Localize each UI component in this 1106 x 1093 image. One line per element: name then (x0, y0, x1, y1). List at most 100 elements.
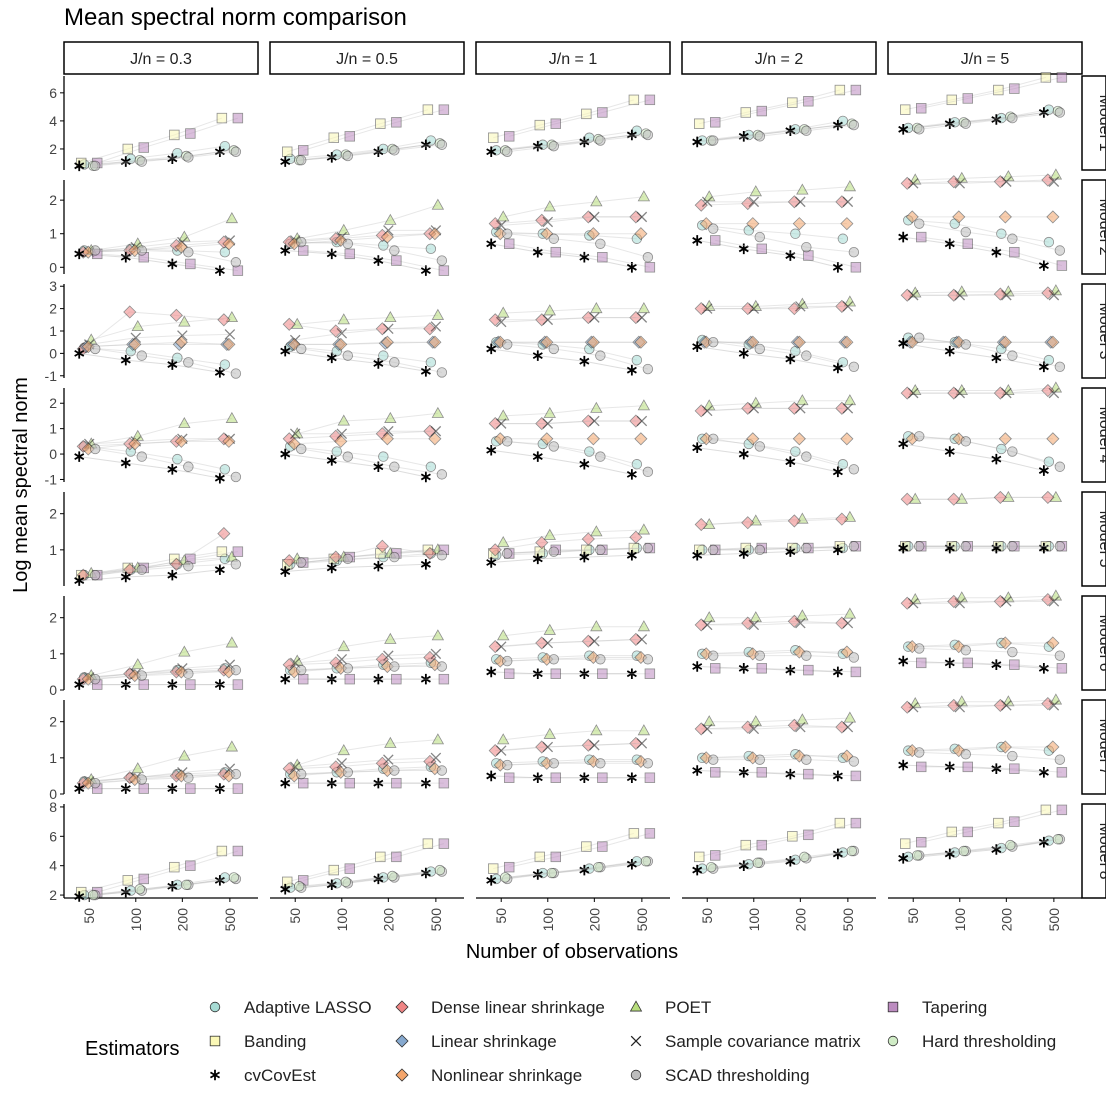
series-line (97, 117, 239, 164)
data-point (504, 861, 515, 873)
data-point (282, 876, 293, 888)
series-line (301, 770, 442, 775)
series-line (84, 145, 225, 165)
data-point (795, 617, 806, 629)
data-point (438, 104, 450, 115)
data-point (389, 551, 400, 563)
series-line (907, 599, 1048, 604)
data-point (748, 403, 760, 414)
data-point (384, 411, 397, 423)
data-point (1046, 636, 1060, 650)
data-point (336, 654, 348, 665)
data-point (167, 783, 178, 794)
x-tick-label: 200 (586, 908, 602, 932)
series-line (496, 547, 637, 556)
data-point (748, 196, 760, 208)
data-point (954, 701, 966, 713)
data-point (579, 136, 590, 148)
data-point (384, 310, 397, 323)
data-point (326, 562, 337, 574)
data-point (579, 864, 590, 876)
data-point (74, 348, 85, 359)
row-strip: Model 1 (1081, 75, 1106, 171)
data-point (178, 749, 191, 761)
series-line (919, 435, 1061, 468)
series-line (903, 660, 1044, 669)
data-point (169, 861, 180, 873)
series-line (706, 651, 847, 655)
data-point (581, 544, 592, 556)
data-point (1056, 804, 1068, 816)
series-line (699, 822, 841, 858)
data-point (548, 546, 559, 557)
y-tick-label: 2 (49, 192, 57, 208)
data-point (219, 140, 231, 152)
series-line (290, 662, 431, 671)
data-point (1041, 593, 1055, 607)
row-strip-label: Model 1 (1096, 95, 1106, 152)
data-point (532, 772, 543, 784)
series-line (907, 292, 1048, 296)
series-line (905, 809, 1047, 845)
series-line (921, 809, 1062, 843)
data-point (344, 673, 355, 685)
data-point (749, 611, 762, 623)
series-line (921, 662, 1062, 669)
row-strip: Model 8 (1081, 803, 1106, 899)
series-line (715, 771, 856, 777)
series-line (503, 626, 644, 637)
data-point (280, 566, 291, 577)
series-line (913, 600, 1054, 604)
data-point (916, 231, 927, 243)
series-line (495, 216, 636, 225)
data-point (542, 314, 554, 326)
series-line (713, 545, 854, 551)
series-line (709, 186, 850, 198)
series-line (83, 241, 224, 253)
data-point (1048, 289, 1060, 301)
data-point (898, 124, 909, 135)
data-point (914, 124, 925, 135)
data-point (960, 749, 971, 760)
y-tick-label: 8 (49, 799, 57, 815)
data-point (280, 156, 291, 167)
data-point (642, 466, 654, 478)
data-point (642, 363, 654, 375)
row-strip-label: Model 6 (1096, 615, 1106, 672)
data-point (214, 146, 225, 158)
series-line (503, 730, 644, 741)
data-point (631, 459, 643, 470)
data-point (1038, 663, 1049, 674)
column-strip-label: J/n = 0.5 (336, 51, 398, 68)
strip-box (1081, 803, 1106, 899)
data-point (835, 512, 849, 526)
series-line (285, 563, 426, 573)
data-point (832, 848, 843, 860)
data-point (1002, 170, 1015, 182)
data-point (326, 455, 337, 466)
legend-key (630, 1035, 642, 1047)
data-point (219, 359, 231, 370)
data-point (136, 350, 147, 361)
y-axis: 0 1 2 (49, 700, 65, 802)
strip-box (1081, 179, 1106, 275)
data-point (754, 441, 765, 452)
data-point (708, 336, 719, 348)
series-line (919, 223, 1060, 251)
y-tick-label: 2 (49, 714, 57, 730)
series-line (299, 142, 440, 161)
data-point (960, 226, 971, 238)
series-line (501, 317, 642, 323)
data-point (579, 668, 590, 680)
data-point (90, 245, 101, 256)
facet-panel (280, 308, 448, 378)
series-line (301, 554, 442, 563)
data-point (486, 146, 497, 158)
data-point (834, 817, 846, 829)
series-line (715, 239, 856, 268)
data-point (420, 673, 431, 685)
series-line (701, 201, 842, 206)
data-point (326, 152, 337, 163)
column-strip-label: J/n = 2 (755, 51, 804, 68)
data-point (431, 406, 445, 418)
